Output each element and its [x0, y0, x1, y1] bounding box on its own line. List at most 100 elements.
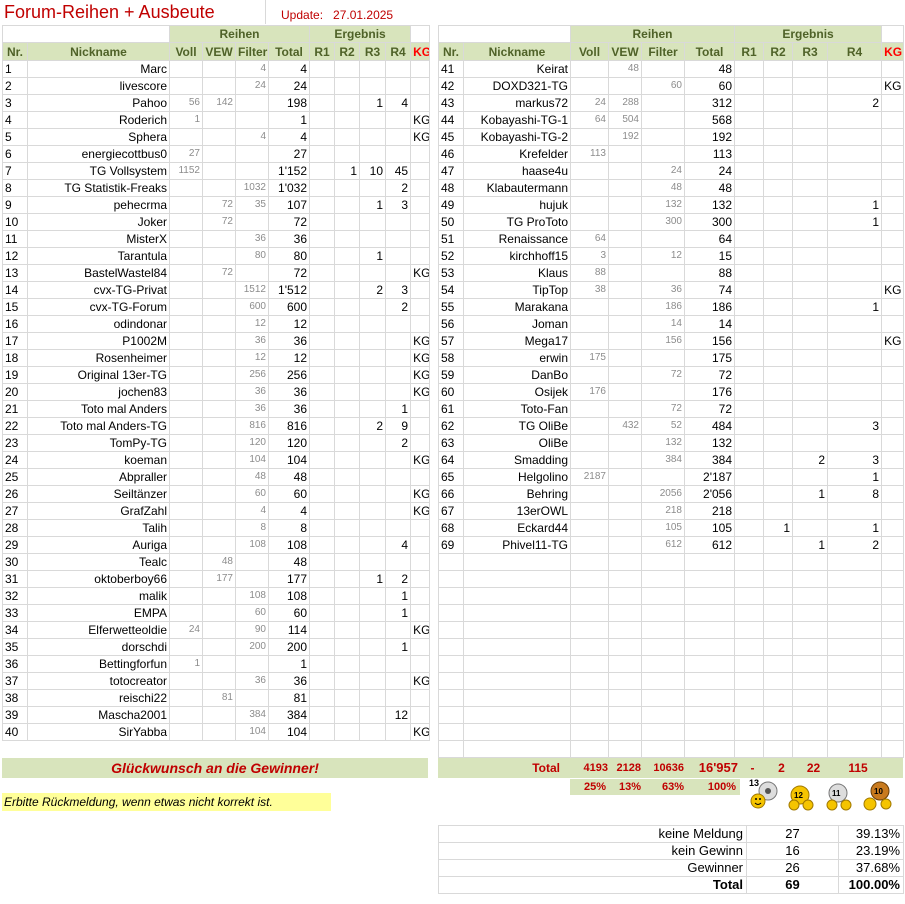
cell-kg — [410, 213, 431, 231]
cell-kg — [881, 145, 905, 163]
cell-voll — [169, 349, 203, 367]
cell-nr: 38 — [2, 689, 28, 707]
cell-r1 — [309, 553, 336, 571]
cell-total: 156 — [683, 332, 736, 350]
table-row: 19 Original 13er-TG 256 256 KG — [2, 366, 431, 384]
cell-vew — [608, 162, 642, 180]
cell-voll — [169, 128, 203, 146]
cell-voll — [169, 366, 203, 384]
cell-nick: Sphera — [27, 128, 170, 146]
totals-r4: 115 — [848, 761, 868, 775]
cell-total: 568 — [683, 111, 736, 129]
cell-kg — [410, 536, 431, 554]
cell-nr: 60 — [438, 383, 464, 401]
cell-nick: GrafZahl — [27, 502, 170, 520]
cell-nick: Helgolino — [463, 468, 571, 486]
cell-r3 — [359, 111, 387, 129]
cell-kg — [881, 162, 905, 180]
empty-cell — [641, 689, 685, 707]
cell-r1 — [309, 451, 336, 469]
col-header-filter: Filter — [641, 42, 685, 61]
cell-r4 — [827, 315, 883, 333]
cell-r1 — [309, 400, 336, 418]
cell-r1 — [309, 638, 336, 656]
table-row: 56 Joman 14 14 — [438, 315, 905, 333]
totals-voll: 4193 — [583, 762, 608, 774]
cell-filter: 36 — [641, 281, 685, 299]
cell-r2 — [334, 621, 361, 639]
cell-r4: 9 — [385, 417, 412, 435]
cell-nick: Smadding — [463, 451, 571, 469]
cell-vew — [202, 485, 236, 503]
cell-r3 — [359, 672, 387, 690]
cell-filter: 48 — [235, 468, 269, 486]
empty-cell — [827, 638, 883, 656]
cell-r3 — [359, 315, 387, 333]
cell-r4: 3 — [827, 451, 883, 469]
cell-nr: 55 — [438, 298, 464, 316]
cell-r1 — [309, 94, 336, 112]
empty-cell — [438, 723, 464, 741]
cell-r2 — [334, 264, 361, 282]
cell-vew: 72 — [202, 213, 236, 231]
cell-r1 — [734, 230, 765, 248]
cell-r3 — [359, 723, 387, 741]
cell-nick: EMPA — [27, 604, 170, 622]
cell-r2 — [334, 60, 361, 78]
cell-kg — [881, 247, 905, 265]
cell-kg: KG — [410, 485, 431, 503]
cell-filter — [641, 111, 685, 129]
smiley-ball-10-icon: 10 — [863, 781, 892, 811]
cell-nr: 62 — [438, 417, 464, 435]
table-row: 46 Krefelder 113 113 — [438, 145, 905, 163]
empty-cell — [641, 587, 685, 605]
empty-cell — [608, 672, 642, 690]
cell-r4 — [385, 502, 412, 520]
cell-filter — [235, 570, 269, 588]
cell-nick: hujuk — [463, 196, 571, 214]
cell-nr: 27 — [2, 502, 28, 520]
cell-r1 — [309, 77, 336, 95]
table-row: 6 energiecottbus0 27 27 — [2, 145, 431, 163]
cell-nick: reischi22 — [27, 689, 170, 707]
cell-voll: 113 — [570, 145, 609, 163]
empty-cell — [570, 689, 609, 707]
cell-r2 — [334, 400, 361, 418]
cell-r2 — [763, 77, 794, 95]
cell-total: 72 — [267, 213, 311, 231]
cell-r4 — [385, 621, 412, 639]
cell-filter: 80 — [235, 247, 269, 265]
cell-r2 — [334, 689, 361, 707]
cell-r3 — [792, 468, 829, 486]
empty-cell — [641, 706, 685, 724]
header-row: Nr. Nickname Voll VEW Filter Total R1 R2 R3 R4 KG — [2, 42, 431, 61]
cell-nr: 64 — [438, 451, 464, 469]
cell-r2 — [334, 468, 361, 486]
cell-kg — [410, 77, 431, 95]
cell-r2 — [763, 349, 794, 367]
cell-voll — [169, 281, 203, 299]
cell-r1 — [309, 332, 336, 350]
cell-r2 — [763, 111, 794, 129]
empty-cell — [763, 638, 794, 656]
cell-r4: 2 — [385, 298, 412, 316]
table-row: 58 erwin 175 175 — [438, 349, 905, 367]
empty-cell — [827, 723, 883, 741]
cell-nick: Mega17 — [463, 332, 571, 350]
col-header-kg: KG — [410, 42, 431, 61]
cell-total: 15 — [683, 247, 736, 265]
cell-r4: 2 — [827, 536, 883, 554]
cell-r1 — [309, 536, 336, 554]
cell-r1 — [309, 315, 336, 333]
cell-total: 36 — [267, 672, 311, 690]
cell-r1 — [309, 366, 336, 384]
cell-r2 — [763, 128, 794, 146]
cell-r2 — [334, 77, 361, 95]
cell-total: 384 — [267, 706, 311, 724]
table-row: 67 13erOWL 218 218 — [438, 502, 905, 520]
cell-voll — [169, 332, 203, 350]
cell-vew — [202, 111, 236, 129]
cell-r4 — [827, 179, 883, 197]
header-blank — [2, 25, 170, 43]
cell-r2 — [763, 502, 794, 520]
